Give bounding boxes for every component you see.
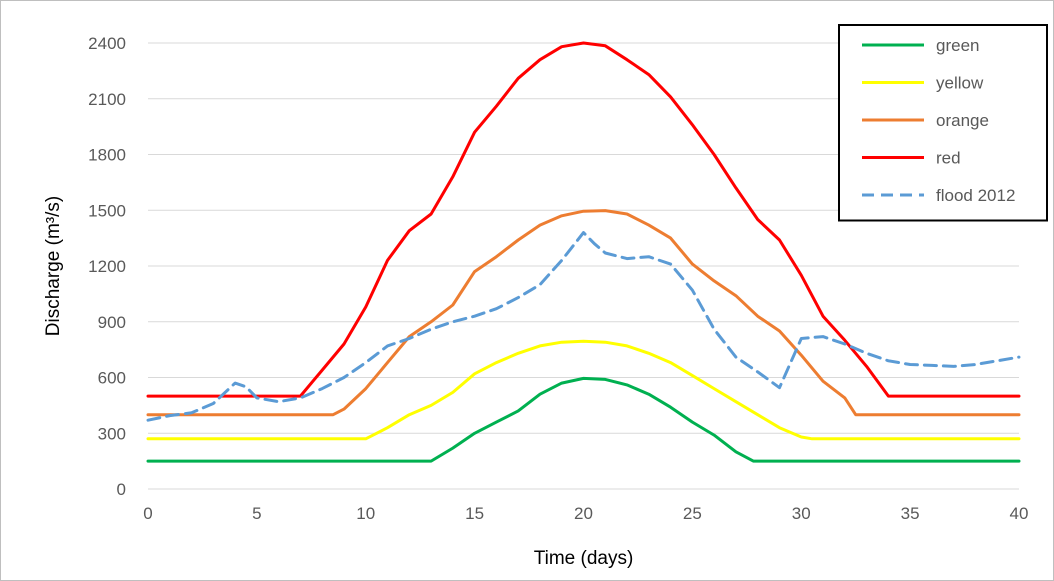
series-line-3: [146, 41, 1021, 398]
x-tick-label: 35: [901, 504, 920, 523]
x-tick-label: 10: [356, 504, 375, 523]
y-tick-label: 0: [117, 480, 126, 499]
y-tick-label: 2400: [88, 34, 126, 53]
legend-label: yellow: [936, 74, 984, 93]
x-tick-label: 25: [683, 504, 702, 523]
series-line-4: [146, 231, 1021, 422]
y-tick-labels: 0 300 600 900 1200 1500 1800 2100 2400: [88, 34, 126, 499]
y-tick-label: 300: [98, 424, 126, 443]
series-lines: [146, 41, 1021, 463]
legend-label: flood 2012: [936, 186, 1015, 205]
x-tick-label: 0: [143, 504, 152, 523]
y-tick-label: 600: [98, 369, 126, 388]
y-tick-label: 1200: [88, 257, 126, 276]
y-axis-title: Discharge (m³/s): [43, 196, 64, 336]
y-tick-label: 2100: [88, 90, 126, 109]
x-tick-labels: 0 5 10 15 20 25 30 35 40: [143, 504, 1028, 523]
legend-box: [838, 24, 1048, 222]
y-tick-label: 1800: [88, 146, 126, 165]
series-line-0: [146, 376, 1021, 463]
x-tick-label: 40: [1010, 504, 1029, 523]
legend-label: orange: [936, 111, 989, 130]
x-tick-label: 15: [465, 504, 484, 523]
x-axis-title: Time (days): [534, 548, 634, 569]
legend: green yellow orange red flood 2012: [838, 24, 1048, 222]
x-tick-label: 30: [792, 504, 811, 523]
legend-label: green: [936, 36, 979, 55]
series-line-1: [146, 339, 1021, 441]
legend-label: red: [936, 149, 961, 168]
x-tick-label: 20: [574, 504, 593, 523]
x-tick-label: 5: [252, 504, 261, 523]
y-tick-label: 1500: [88, 201, 126, 220]
series-line-2: [146, 209, 1021, 417]
y-tick-label: 900: [98, 313, 126, 332]
